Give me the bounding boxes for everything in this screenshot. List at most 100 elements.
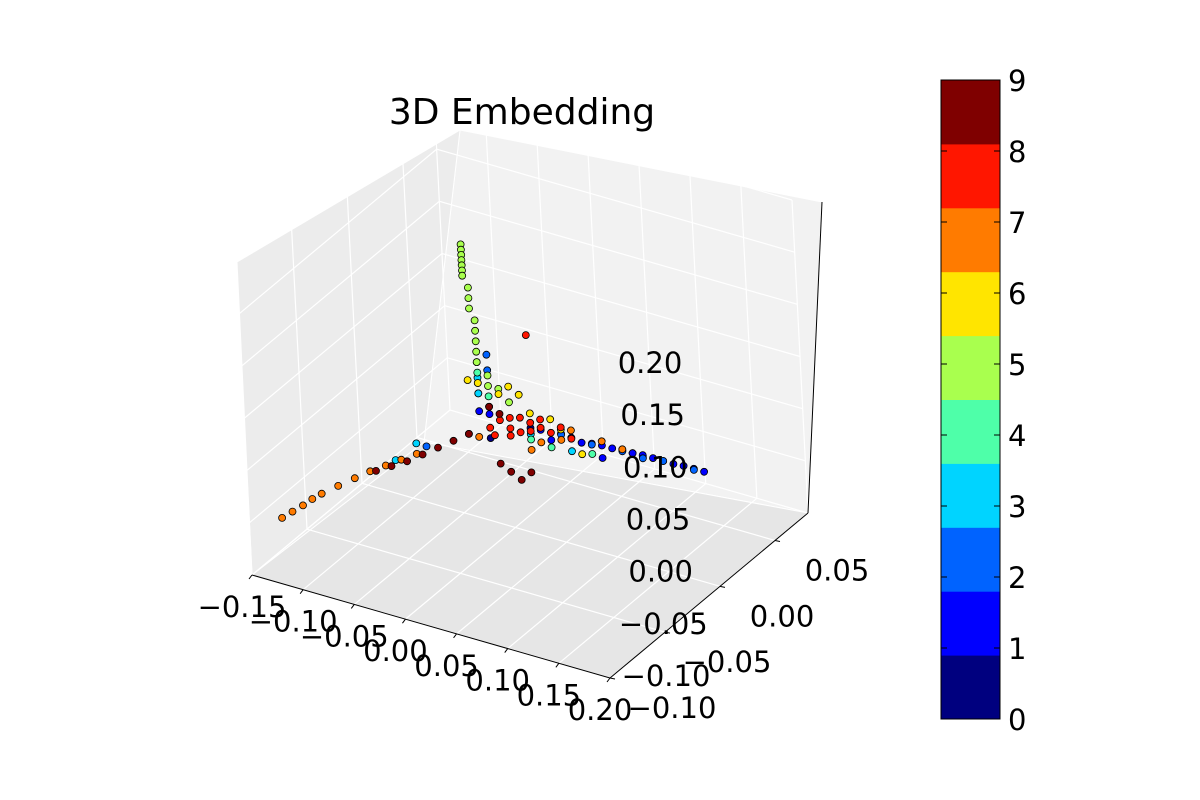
data-point-label-1 — [485, 410, 494, 419]
x-tick-label: 0.15 — [517, 678, 582, 712]
data-point-label-9 — [372, 466, 380, 475]
data-point-label-9 — [527, 468, 536, 477]
colorbar-tick-label: 9 — [1008, 64, 1026, 98]
colorbar-tick-label: 4 — [1008, 419, 1026, 453]
colorbar-tick-labels: 0 1 2 3 4 5 6 7 8 9 — [941, 64, 1026, 737]
y-tick-mark — [664, 631, 671, 634]
z-tick-label: 0.10 — [623, 450, 688, 484]
data-point-label-4 — [588, 450, 597, 458]
data-point-label-8 — [505, 413, 514, 422]
data-point-label-8 — [506, 431, 515, 440]
colorbar-tick-label: 1 — [1008, 632, 1026, 666]
x-tick-mark — [555, 662, 560, 668]
data-point-label-7 — [618, 445, 627, 454]
x-tick-mark — [299, 589, 304, 595]
data-point-label-5 — [465, 304, 473, 313]
x-tick-mark — [606, 677, 611, 683]
data-point-label-1 — [475, 407, 484, 416]
x-tick-label: 0.00 — [363, 634, 428, 668]
y-tick-label: −0.10 — [628, 691, 717, 725]
data-point-label-8 — [506, 424, 515, 433]
data-point-label-1 — [628, 449, 637, 458]
data-point-label-6 — [504, 382, 513, 391]
data-point-label-7 — [475, 432, 484, 441]
data-point-label-9 — [507, 467, 516, 476]
data-point-label-6 — [546, 415, 555, 424]
y-tick-label: 0.00 — [750, 599, 815, 633]
data-point-label-6 — [473, 379, 482, 387]
y-tick-labels: −0.10−0.050.000.05 — [609, 540, 870, 725]
data-point-label-5 — [463, 283, 472, 292]
data-point-label-5 — [472, 358, 481, 367]
data-point-label-6 — [525, 409, 534, 418]
axes-3d — [235, 96, 823, 679]
data-point-label-9 — [434, 443, 442, 452]
grid-line — [248, 357, 806, 524]
colorbar-tick-label: 7 — [1008, 206, 1026, 240]
x-tick-label: 0.05 — [414, 649, 479, 683]
data-point-label-8 — [490, 431, 499, 440]
x-tick-label: 0.10 — [465, 664, 530, 698]
colorbar-band — [941, 207, 1000, 273]
data-point-label-2 — [639, 454, 647, 463]
x-tick-mark — [350, 604, 355, 609]
data-point-label-7 — [527, 445, 536, 454]
grid-line — [240, 200, 798, 367]
z-tick-label: 0.05 — [626, 503, 691, 537]
data-point-label-9 — [495, 409, 504, 418]
colorbar-tick-label: 0 — [1008, 703, 1026, 737]
data-point-label-4 — [484, 392, 493, 401]
data-point-label-5 — [483, 371, 492, 380]
colorbar-tick-label: 3 — [1008, 490, 1026, 524]
data-point-label-8 — [556, 423, 565, 432]
colorbar-band — [941, 591, 1000, 656]
data-point-label-8 — [486, 423, 495, 432]
data-point-label-8 — [516, 428, 525, 437]
x-axis-line — [251, 574, 611, 679]
data-point-label-1 — [608, 444, 617, 453]
colorbar-tick-label: 2 — [1008, 561, 1026, 595]
data-point-label-2 — [482, 350, 491, 359]
data-point-label-7 — [350, 474, 359, 483]
grid-line — [238, 148, 795, 315]
grid-line — [246, 305, 803, 472]
x-tick-mark — [453, 633, 457, 639]
y-tick-mark — [719, 585, 726, 588]
data-point-label-1 — [669, 460, 678, 468]
grid-line — [243, 252, 801, 419]
y-tick-label: 0.05 — [805, 554, 870, 588]
data-point-label-9 — [464, 429, 473, 438]
data-point-label-7 — [308, 495, 317, 503]
z-axis-line — [807, 201, 823, 514]
colorbar-band — [941, 527, 1000, 592]
data-point-label-6 — [463, 376, 472, 385]
data-point-label-5 — [471, 337, 480, 346]
grid-line — [251, 409, 809, 576]
data-point-label-8 — [526, 418, 535, 427]
data-point-label-9 — [449, 436, 458, 445]
x-tick-label: −0.05 — [300, 619, 389, 653]
data-point-label-8 — [536, 415, 544, 424]
data-point-label-7 — [288, 507, 297, 516]
scatter-points — [278, 240, 708, 522]
colorbar-band — [941, 655, 1000, 720]
colorbar-tick-label: 8 — [1008, 135, 1026, 169]
data-point-label-8 — [521, 331, 530, 340]
x-tick-label: −0.15 — [198, 590, 287, 624]
data-point-label-4 — [547, 443, 556, 452]
data-point-label-6 — [514, 390, 523, 399]
grid-line — [235, 96, 793, 263]
colorbar: 0 1 2 3 4 5 6 7 8 9 — [940, 64, 1026, 737]
data-point-label-7 — [299, 501, 307, 510]
data-point-label-1 — [700, 467, 708, 476]
data-point-label-7 — [537, 438, 546, 447]
data-point-label-1 — [577, 438, 586, 447]
colorbar-band — [941, 399, 1000, 464]
data-point-label-3 — [568, 447, 576, 456]
y-tick-mark — [774, 540, 781, 542]
z-tick-labels: −0.10 −0.05 0.00 0.05 0.10 0.15 0.20 — [618, 346, 711, 693]
data-point-label-4 — [473, 368, 482, 377]
z-tick-label: 0.00 — [628, 555, 693, 589]
data-point-label-1 — [547, 436, 556, 445]
